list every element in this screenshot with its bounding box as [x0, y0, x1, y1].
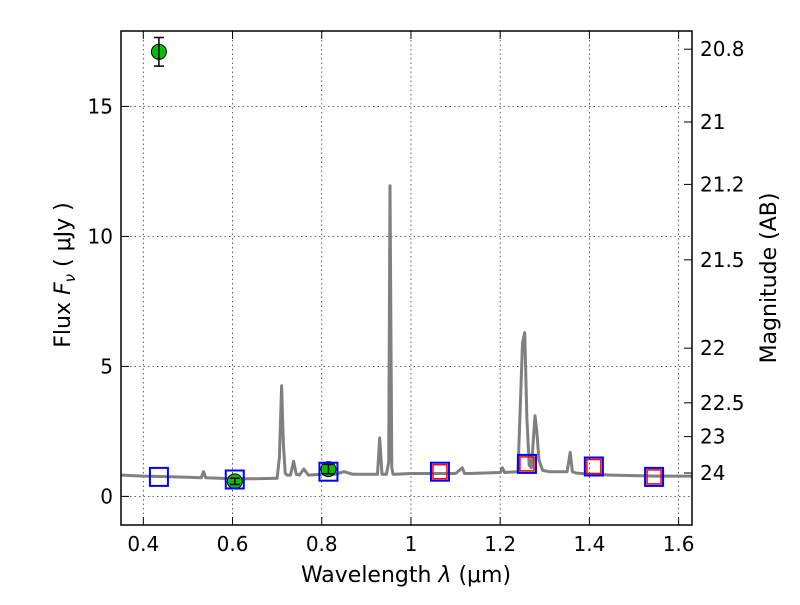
model-photometry-square	[516, 453, 537, 474]
y2-tick-label: 22	[700, 336, 725, 360]
y2-tick-label: 21.5	[700, 248, 745, 272]
y2-tick-label: 20.8	[700, 37, 745, 61]
axis-labels: Wavelength λ (μm) Flux Fν ( μJy ) Magnit…	[51, 193, 782, 588]
y-tick-label: 10	[88, 224, 113, 248]
x-axis-label: Wavelength λ (μm)	[301, 563, 511, 588]
synthetic-photometry-square	[432, 463, 448, 480]
synthetic-photometry-square	[519, 456, 535, 472]
y-tick-label: 15	[88, 94, 113, 118]
plot-frame	[120, 30, 693, 526]
model-photometry-square	[318, 461, 339, 482]
model-photometry-square	[644, 466, 665, 487]
x-tick-label: 1.6	[663, 532, 695, 556]
axes-frame: 0.4 0.6 0.8 1 1.2 1.4 1.6 0 5 10 15 20.8 21 21.2 21.5 2…	[88, 30, 745, 556]
y-tick-label: 5	[100, 354, 113, 378]
x-tick-label: 0.4	[127, 532, 159, 556]
model-photometry-square	[429, 461, 450, 482]
x-tick-label: 1.4	[573, 532, 605, 556]
spectrum-line	[120, 184, 692, 481]
x-tick-label: 0.6	[217, 532, 249, 556]
synthetic-photometry-square	[586, 458, 602, 475]
y2-tick-label: 22.5	[700, 391, 745, 415]
y2-tick-label: 21.2	[700, 172, 745, 196]
y-axis-label: Flux Fν ( μJy )	[51, 202, 79, 347]
x-tick-label: 1.2	[484, 532, 516, 556]
y2-axis-label: Magnitude (AB)	[757, 193, 782, 364]
model-photometry-square	[583, 456, 604, 477]
x-tick-label: 1	[405, 532, 418, 556]
x-tick-label: 0.8	[306, 532, 338, 556]
model-photometry-square	[148, 466, 169, 487]
y2-tick-label: 24	[700, 461, 725, 485]
y2-tick-label: 21	[700, 110, 725, 134]
y2-tick-label: 23	[700, 425, 725, 449]
model-photometry-square	[224, 469, 245, 490]
plot-area	[120, 36, 692, 490]
grid	[121, 31, 692, 525]
y-tick-label: 0	[100, 484, 113, 508]
synthetic-photometry-square	[646, 469, 662, 485]
